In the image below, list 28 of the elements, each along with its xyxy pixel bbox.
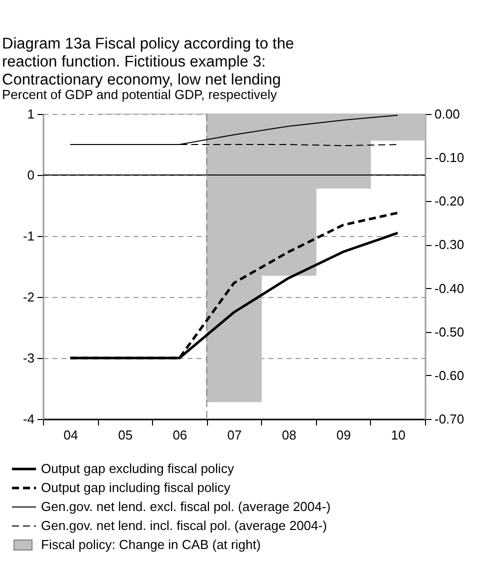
x-tick-label: 06 — [172, 428, 188, 442]
y2-tick-label: -0.40 — [434, 280, 464, 296]
legend-label: Output gap including fiscal policy — [41, 480, 231, 495]
x-tick-label: 10 — [390, 428, 406, 442]
legend-label: Gen.gov. net lend. excl. fiscal pol. (average 2004-) — [41, 499, 331, 514]
y-tick-label: -2 — [22, 290, 34, 304]
legend-label: Gen.gov. net lend. incl. fiscal pol. (average 2004-) — [41, 518, 327, 533]
y-tick-label: -1 — [22, 228, 34, 244]
legend-label: Fiscal policy: Change in CAB (at right) — [41, 537, 261, 552]
x-tick-label: 07 — [227, 428, 242, 442]
x-tick-label: 04 — [64, 428, 78, 442]
y2-tick-label: -0.50 — [434, 324, 464, 340]
y2-tick-label: -0.70 — [434, 412, 464, 426]
y-tick-label: -4 — [22, 412, 34, 426]
y-tick-label: 1 — [27, 106, 34, 122]
y-tick-label: -3 — [22, 350, 34, 366]
y2-tick-label: -0.30 — [434, 237, 464, 252]
y2-tick-label: -0.60 — [434, 368, 464, 383]
y2-tick-label: -0.10 — [434, 150, 464, 166]
y2-tick-label: -0.20 — [434, 194, 464, 209]
y2-tick-label: 0.00 — [434, 106, 460, 122]
x-tick-label: 05 — [118, 428, 133, 442]
x-tick-label: 08 — [282, 428, 296, 442]
chart-title: Diagram 13a Fiscal policy according to the reaction function. Fictitious example 3: Contractionary economy, low net lending — [2, 36, 294, 88]
legend-label: Output gap excluding fiscal policy — [41, 461, 234, 476]
y-tick-label: 0 — [27, 168, 34, 182]
chart-subtitle: Percent of GDP and potential GDP, respectively — [2, 87, 278, 102]
x-tick-label: 09 — [336, 428, 351, 442]
